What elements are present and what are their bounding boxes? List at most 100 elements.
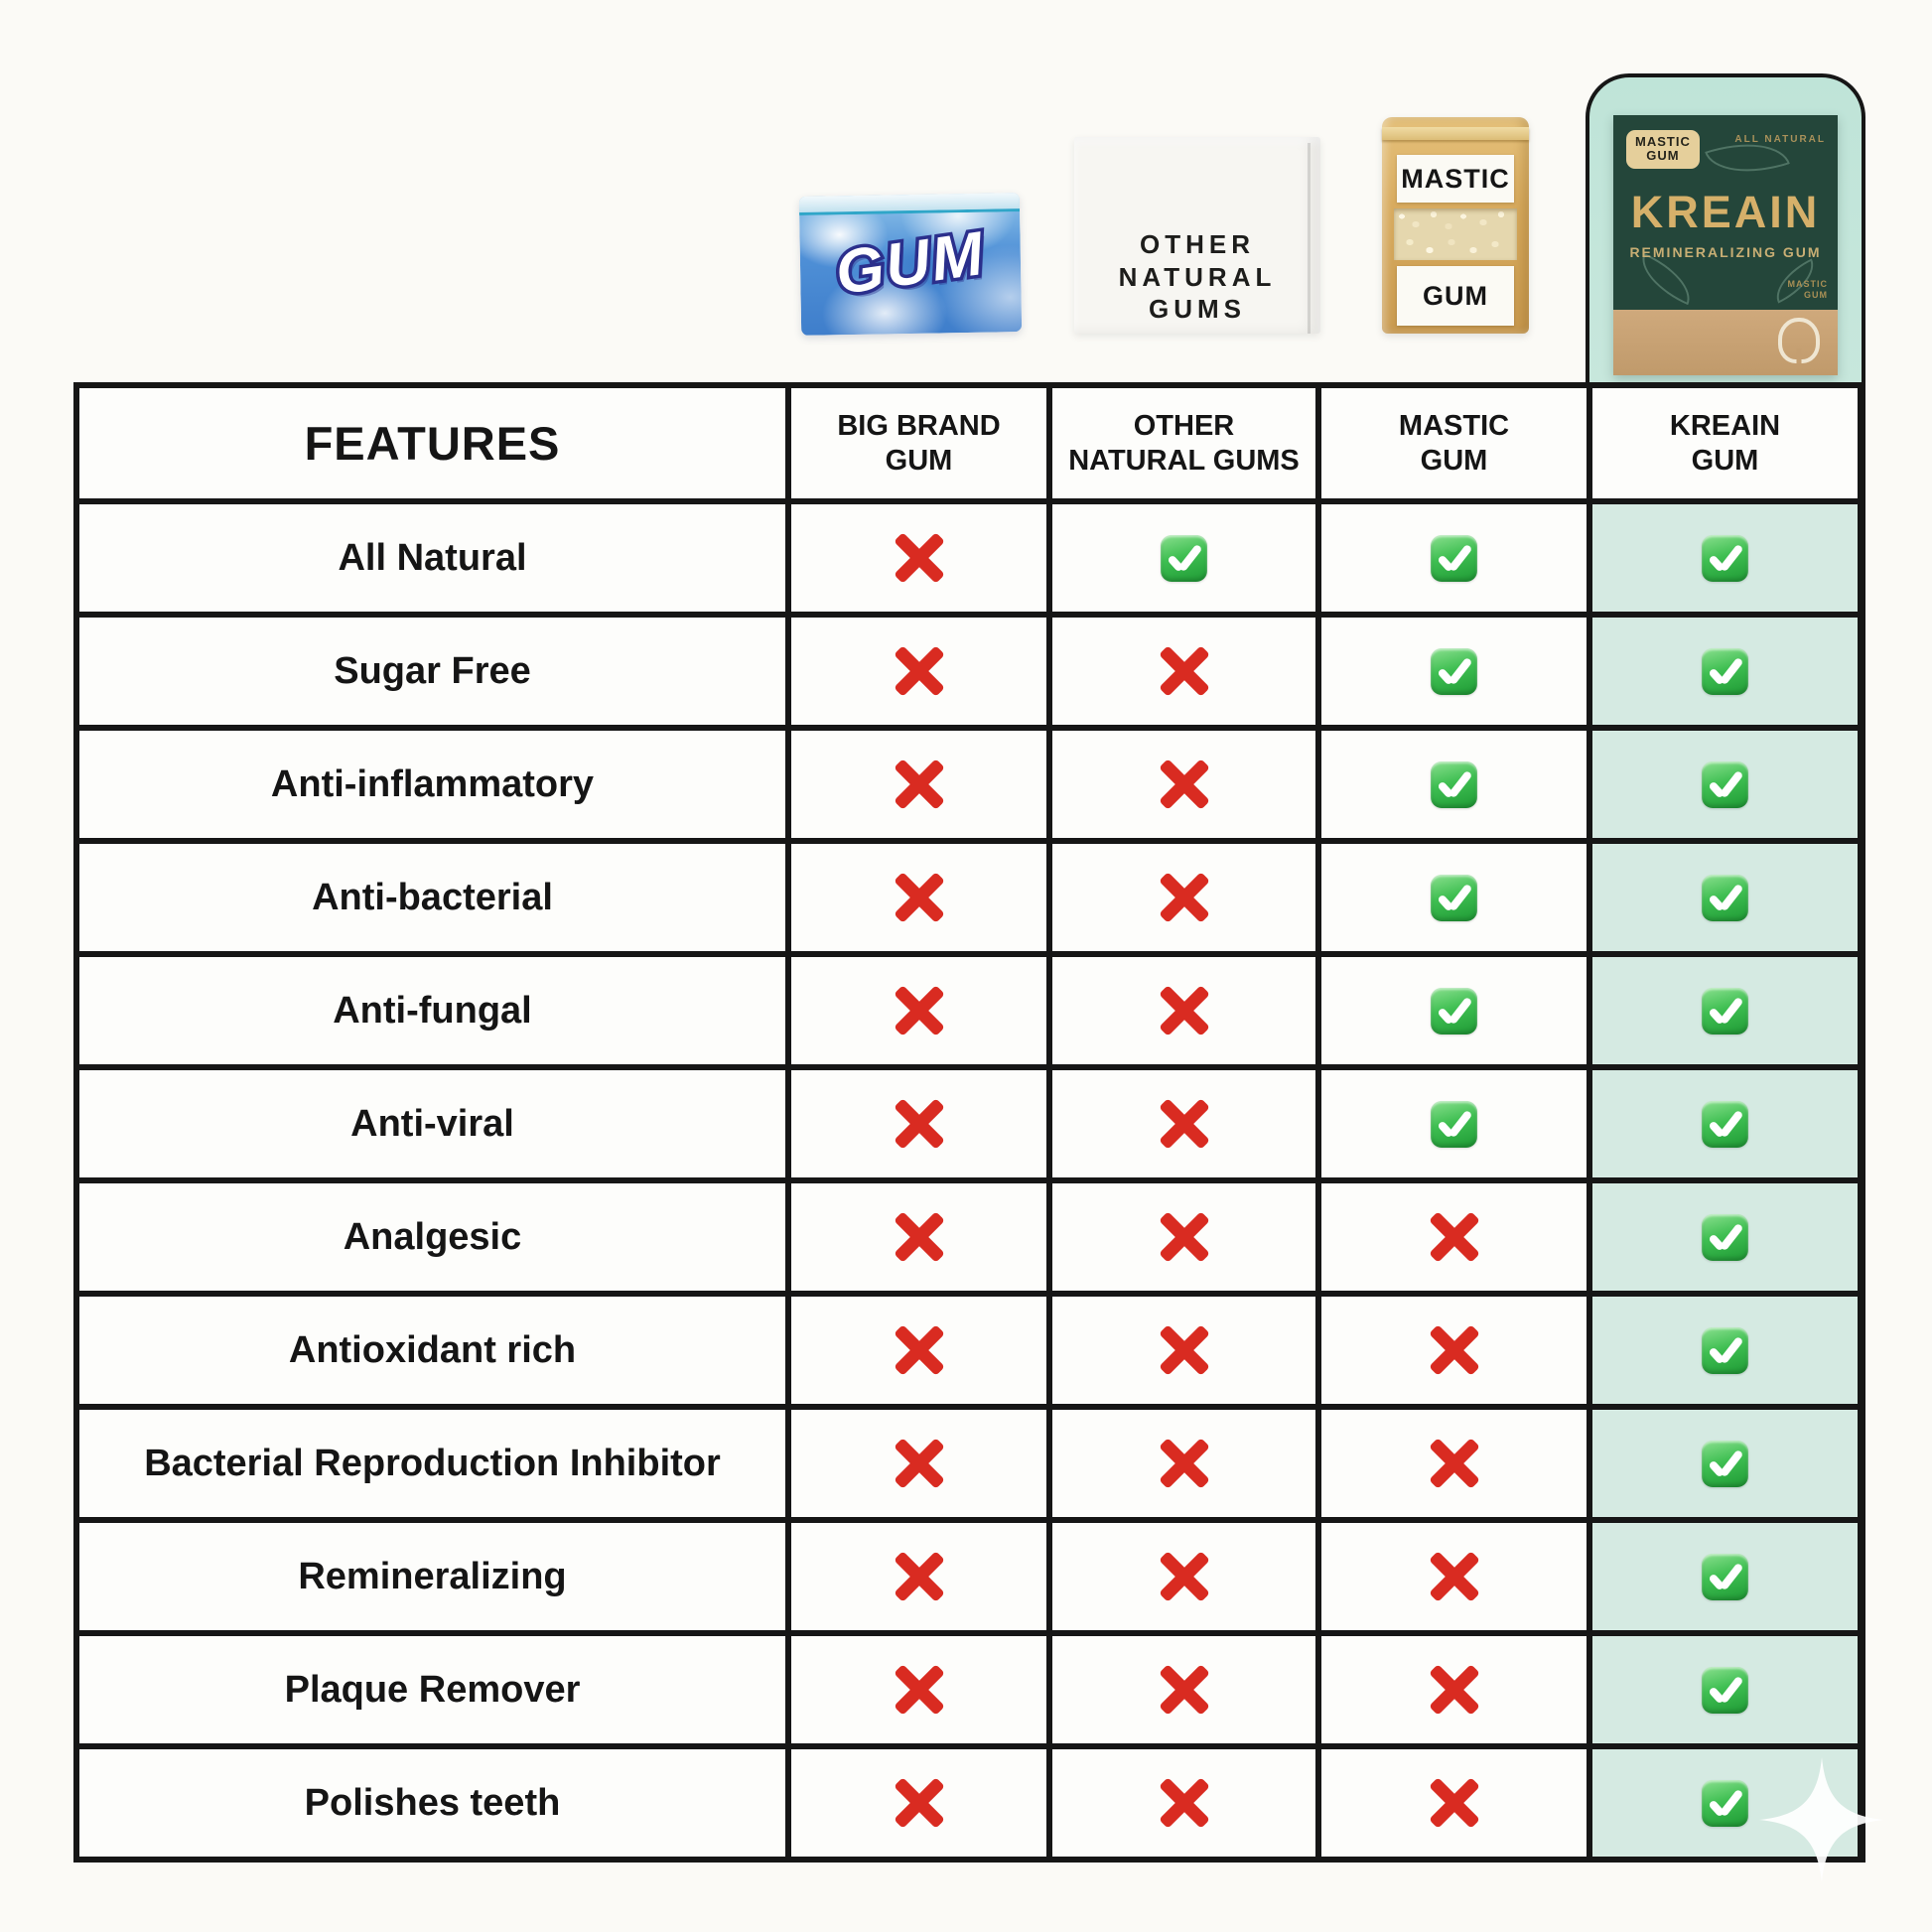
mark-cell	[1049, 841, 1318, 954]
kreain-brand-name: KREAIN	[1630, 187, 1821, 237]
mark-cell	[1318, 1067, 1589, 1180]
all-natural-note: ALL NATURAL	[1734, 134, 1826, 145]
mark-cell	[1318, 501, 1589, 615]
comparison-table: FEATURES BIG BRAND GUM OTHER NATURAL GUM…	[73, 382, 1863, 1863]
mark-icon	[1157, 1209, 1212, 1265]
mark-icon	[1431, 874, 1477, 921]
mark-cell	[1589, 1520, 1861, 1633]
column-header-big-brand-gum: BIG BRAND GUM	[788, 385, 1049, 501]
gum-pack-wordmark: GUM	[828, 215, 993, 311]
mark-icon	[1702, 647, 1748, 695]
mark-icon	[892, 1549, 947, 1604]
kreain-product-image: MASTIC GUM ALL NATURAL KREAIN REMINERALI…	[1613, 115, 1838, 375]
mark-cell	[1318, 1294, 1589, 1407]
mark-icon	[1702, 1779, 1748, 1827]
mark-icon	[892, 530, 947, 586]
mark-cell	[1589, 841, 1861, 954]
mark-cell	[1589, 1407, 1861, 1520]
mark-cell	[1589, 1180, 1861, 1294]
mark-cell	[788, 1294, 1049, 1407]
leaf-sketch-icon	[1631, 252, 1701, 306]
mark-cell	[788, 1633, 1049, 1746]
mark-icon	[1427, 1436, 1482, 1491]
mark-icon	[892, 983, 947, 1038]
mark-icon	[1431, 534, 1477, 582]
mark-icon	[1702, 1666, 1748, 1714]
mark-icon	[1157, 1549, 1212, 1604]
kreain-subtitle: REMINERALIZING GUM	[1629, 244, 1822, 260]
mark-cell	[1589, 1294, 1861, 1407]
mark-cell	[1049, 1407, 1318, 1520]
mark-cell	[1318, 728, 1589, 841]
mark-icon	[892, 1436, 947, 1491]
mark-cell	[1318, 1633, 1589, 1746]
other-natural-gums-product-image: OTHER NATURAL GUMS	[1074, 137, 1320, 334]
mark-cell	[788, 1520, 1049, 1633]
kreain-box-front: MASTIC GUM ALL NATURAL KREAIN REMINERALI…	[1613, 115, 1838, 310]
mark-icon	[892, 870, 947, 925]
mark-cell	[1318, 615, 1589, 728]
mark-cell	[1049, 1294, 1318, 1407]
mark-icon	[892, 1096, 947, 1152]
mark-cell	[1589, 954, 1861, 1067]
feature-label: Anti-fungal	[76, 954, 788, 1067]
mark-icon	[892, 1662, 947, 1718]
mark-icon	[892, 757, 947, 812]
mark-icon	[1702, 1326, 1748, 1374]
mark-cell	[788, 1746, 1049, 1860]
mark-icon	[1157, 643, 1212, 699]
mark-cell	[1049, 954, 1318, 1067]
mark-icon	[1431, 647, 1477, 695]
pouch-label-mastic: MASTIC	[1397, 155, 1514, 203]
feature-label: Anti-bacterial	[76, 841, 788, 954]
feature-label: Polishes teeth	[76, 1746, 788, 1860]
mark-cell	[788, 954, 1049, 1067]
feature-label: Anti-viral	[76, 1067, 788, 1180]
mark-cell	[788, 1180, 1049, 1294]
feature-label: Anti-inflammatory	[76, 728, 788, 841]
mark-icon	[1702, 1553, 1748, 1600]
mark-cell	[788, 841, 1049, 954]
mark-icon	[1702, 874, 1748, 921]
mark-cell	[1589, 728, 1861, 841]
mark-icon	[892, 1775, 947, 1831]
mark-icon	[1157, 1775, 1212, 1831]
mark-icon	[1157, 1436, 1212, 1491]
mark-cell	[788, 1407, 1049, 1520]
mark-cell	[1049, 1633, 1318, 1746]
mark-icon	[892, 1209, 947, 1265]
feature-label: Plaque Remover	[76, 1633, 788, 1746]
mark-icon	[1157, 870, 1212, 925]
mark-cell	[1049, 501, 1318, 615]
mark-cell	[1318, 1180, 1589, 1294]
kreain-box-kraft-bottom	[1613, 310, 1838, 375]
feature-label: All Natural	[76, 501, 788, 615]
kreain-corner-note: MASTIC GUM	[1787, 278, 1828, 301]
mastic-gum-badge: MASTIC GUM	[1626, 130, 1700, 169]
mark-cell	[788, 1067, 1049, 1180]
mark-cell	[788, 501, 1049, 615]
mark-cell	[1049, 1520, 1318, 1633]
mark-cell	[1318, 1520, 1589, 1633]
mark-icon	[1427, 1549, 1482, 1604]
mark-icon	[892, 643, 947, 699]
mark-cell	[788, 728, 1049, 841]
mark-cell	[1049, 728, 1318, 841]
mark-icon	[1431, 760, 1477, 808]
mark-cell	[1589, 1633, 1861, 1746]
mark-cell	[1049, 1067, 1318, 1180]
pouch-label-gum: GUM	[1397, 266, 1514, 326]
sparkle-icon	[1759, 1757, 1884, 1882]
mark-cell	[1318, 1746, 1589, 1860]
mark-cell	[1589, 501, 1861, 615]
pouch-zipper	[1382, 127, 1529, 140]
column-header-kreain-gum: KREAIN GUM	[1589, 385, 1861, 501]
mark-icon	[1431, 1100, 1477, 1148]
mastic-gum-product-image: MASTIC GUM	[1382, 117, 1529, 334]
features-header: FEATURES	[76, 385, 788, 501]
feature-label: Remineralizing	[76, 1520, 788, 1633]
mark-cell	[1318, 841, 1589, 954]
mark-cell	[1049, 1180, 1318, 1294]
mark-cell	[1589, 615, 1861, 728]
big-brand-gum-product-image: GUM	[798, 193, 1023, 336]
